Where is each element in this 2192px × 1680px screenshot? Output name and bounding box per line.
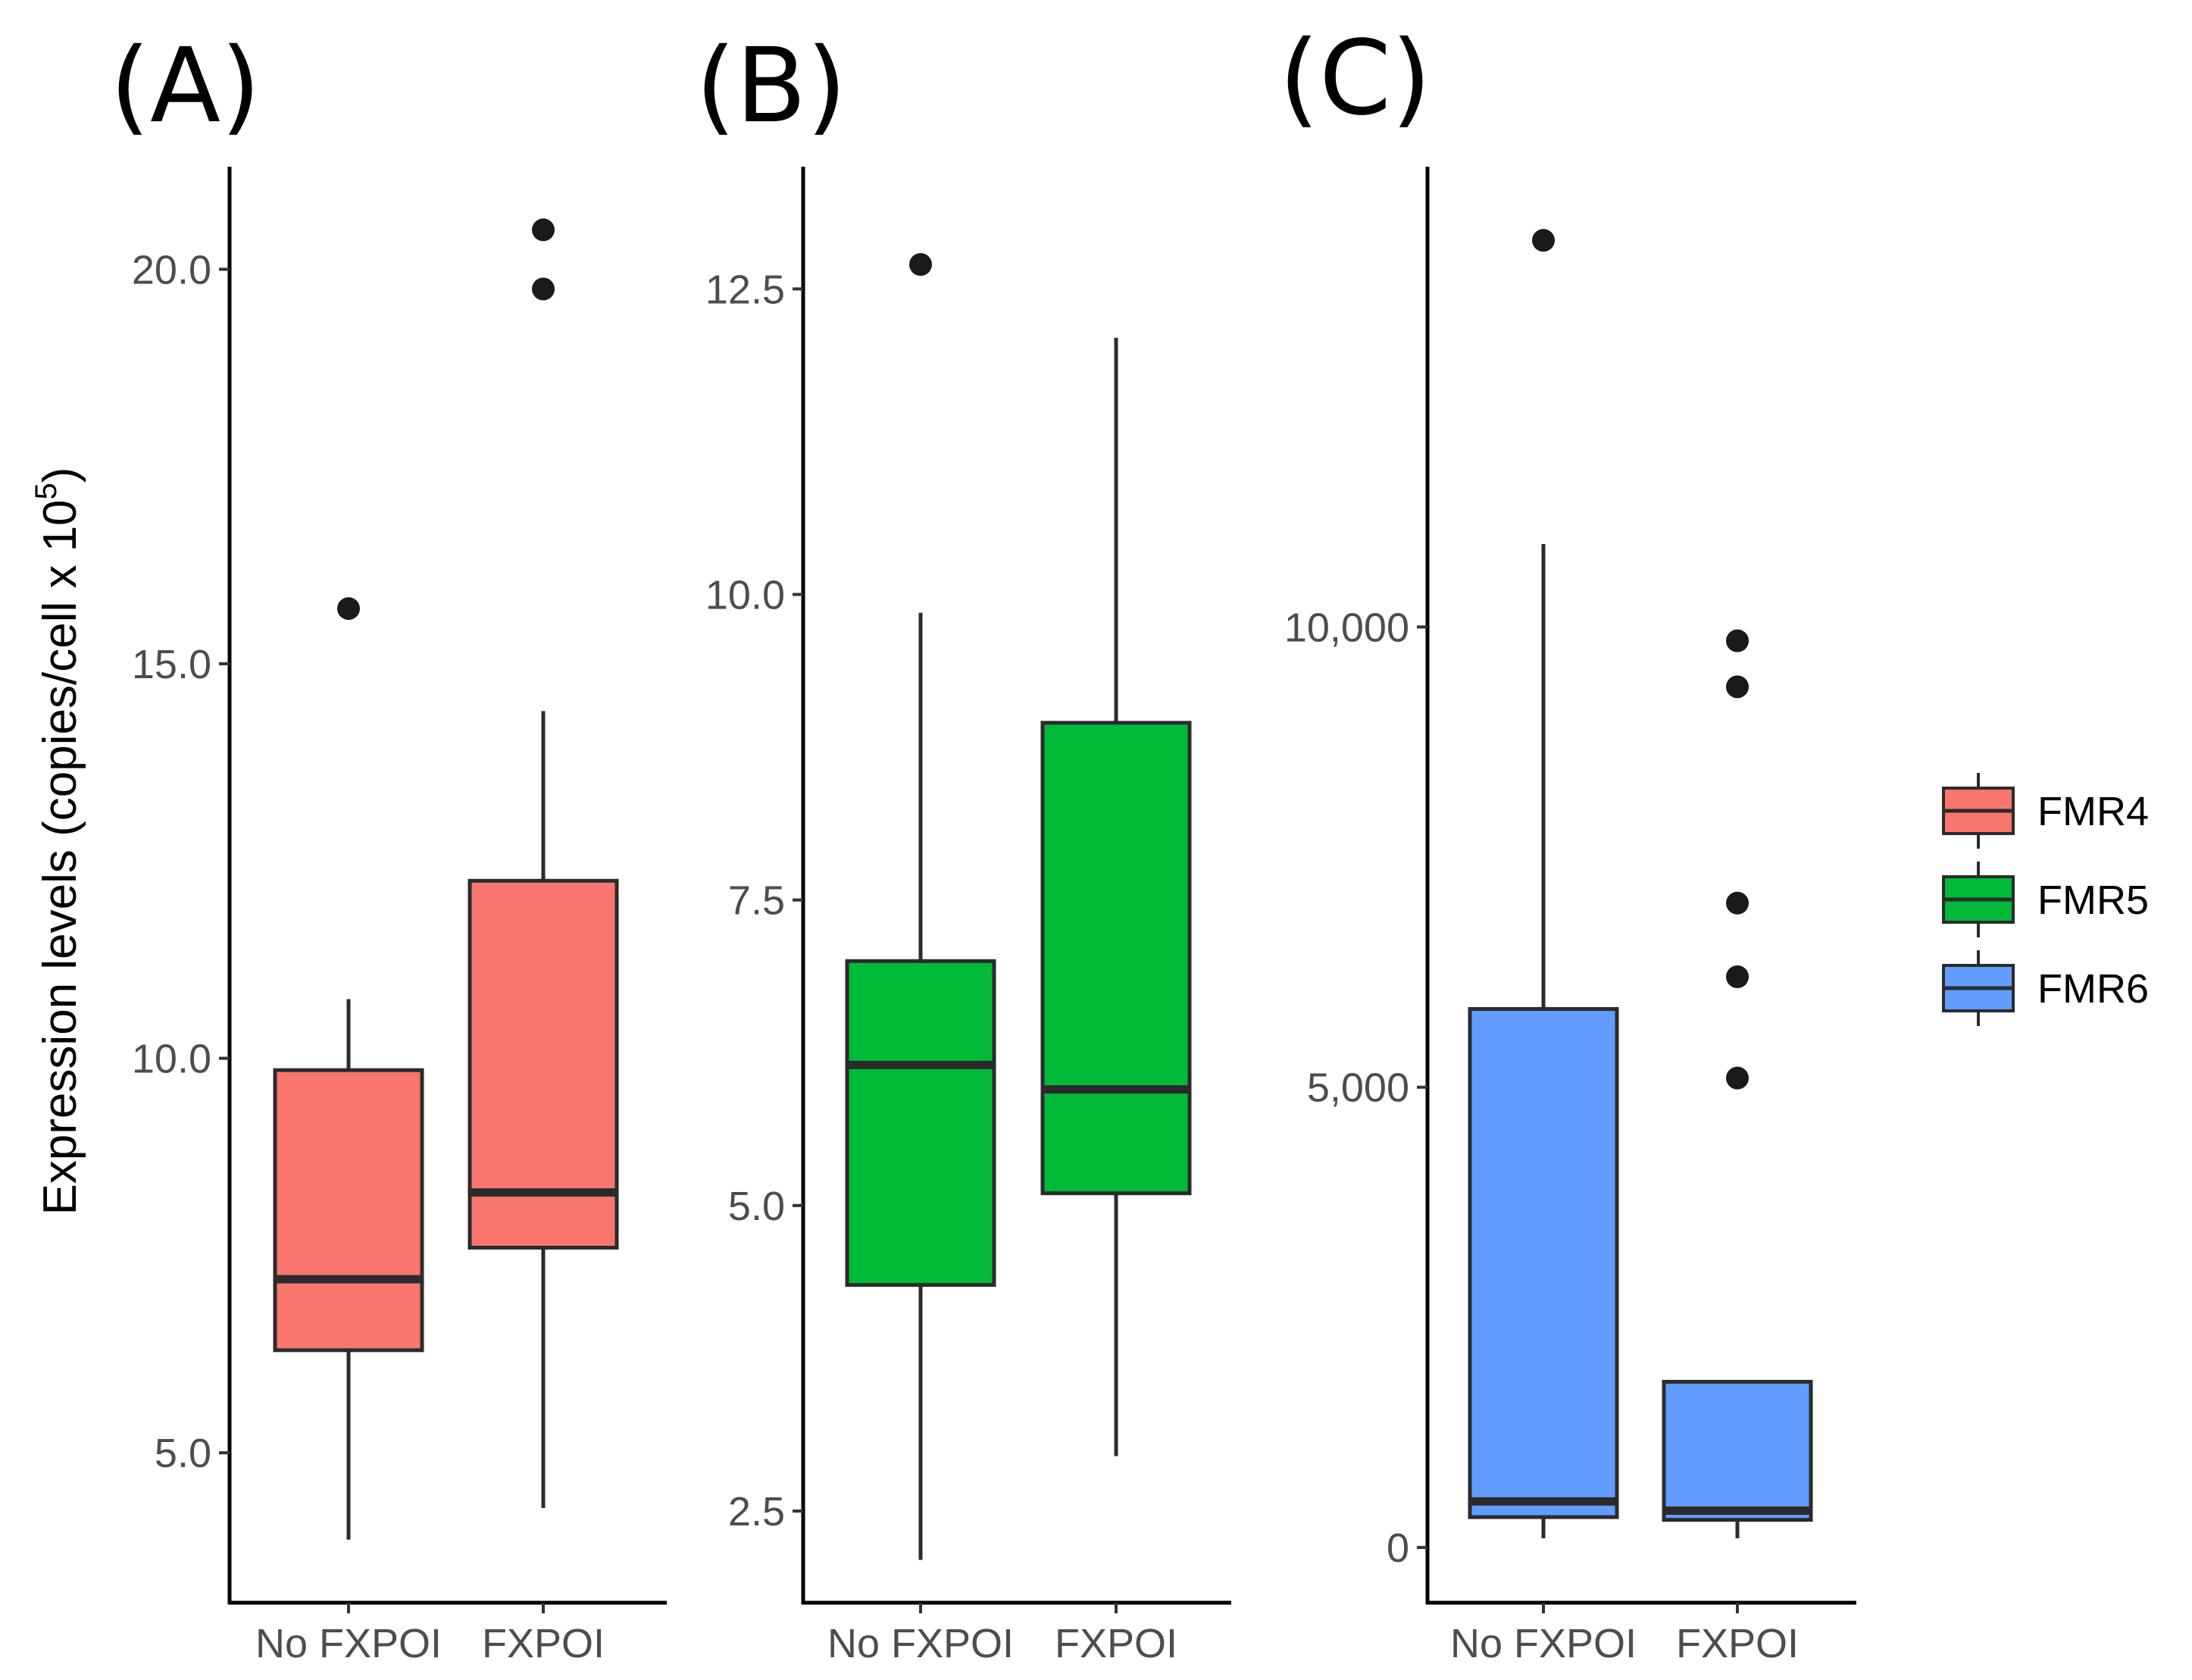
y-tick-label: 10,000: [1284, 605, 1409, 650]
outlier-point: [532, 277, 555, 301]
y-tick-label: 15.0: [132, 642, 211, 687]
panel-label: (A): [110, 27, 261, 146]
y-tick-label: 12.5: [705, 267, 785, 312]
y-tick-label: 10.0: [705, 572, 785, 618]
outlier-point: [909, 253, 932, 277]
y-axis-title: Expression levels (copies/cell x 105): [30, 467, 86, 1215]
y-axis-title-main: Expression levels (copies/cell x 10: [34, 499, 86, 1215]
x-tick-label: No FXPOI: [1450, 1621, 1637, 1666]
legend-label: FMR4: [2037, 789, 2149, 834]
panel-c: (C) 0 5,000 10,000 No FXPOI FXPOI: [1279, 19, 1856, 1666]
outlier-point: [532, 218, 555, 242]
x-tick-label: FXPOI: [482, 1621, 605, 1666]
outlier-point: [1726, 965, 1749, 988]
panel-a: (A) 5.0 10.0 15.0 20.0 No FXPOI FXPOI: [110, 27, 667, 1666]
box-fxpoi: FXPOI: [1662, 629, 1813, 1666]
iqr-box: [273, 1068, 424, 1353]
box-no-fxpoi: No FXPOI: [827, 253, 1014, 1666]
outlier-point: [1726, 1066, 1749, 1090]
legend: FMR4 FMR5 FMR6: [1942, 773, 2149, 1026]
panel-b: (B) 2.5 5.0 7.5 10.0 12.5 No FXPOI FXPOI: [696, 27, 1231, 1666]
y-tick-label: 7.5: [728, 878, 785, 924]
y-axis-title-close: ): [34, 467, 86, 483]
iqr-box: [1040, 721, 1192, 1196]
outlier-point: [1726, 891, 1749, 915]
panel-label: (C): [1279, 19, 1431, 139]
y-tick-label: 5.0: [728, 1184, 785, 1229]
y-tick-label: 2.5: [728, 1489, 785, 1535]
panel-label: (B): [696, 27, 846, 146]
legend-item-fmr4: FMR4: [1942, 773, 2149, 849]
y-tick-label: 0: [1387, 1525, 1409, 1571]
legend-label: FMR5: [2037, 878, 2149, 923]
y-axis-title-exponent: 5: [30, 483, 63, 499]
iqr-box: [1468, 1006, 1619, 1519]
outlier-point: [1726, 629, 1749, 652]
outlier-point: [1532, 229, 1555, 252]
x-tick-label: FXPOI: [1676, 1621, 1799, 1666]
iqr-box: [467, 878, 619, 1250]
legend-label: FMR6: [2037, 966, 2149, 1012]
box-fxpoi: FXPOI: [467, 218, 619, 1666]
y-tick-label: 5.0: [155, 1431, 211, 1476]
legend-item-fmr6: FMR6: [1942, 950, 2149, 1026]
y-tick-label: 5,000: [1307, 1065, 1409, 1111]
outlier-point: [1726, 675, 1749, 699]
legend-item-fmr5: FMR5: [1942, 862, 2149, 937]
outlier-point: [337, 597, 360, 621]
y-tick-label: 10.0: [132, 1037, 211, 1082]
y-tick-label: 20.0: [132, 247, 211, 293]
iqr-box: [845, 959, 996, 1287]
box-no-fxpoi: No FXPOI: [255, 597, 442, 1666]
box-no-fxpoi: No FXPOI: [1450, 229, 1637, 1666]
iqr-box: [1662, 1379, 1813, 1522]
chart-panels: (A) 5.0 10.0 15.0 20.0 No FXPOI FXPOI (B) 2.5 5.0…: [110, 19, 1856, 1666]
box-fxpoi: FXPOI: [1040, 337, 1192, 1666]
x-tick-label: No FXPOI: [255, 1621, 442, 1666]
x-tick-label: FXPOI: [1055, 1621, 1177, 1666]
x-tick-label: No FXPOI: [827, 1621, 1014, 1666]
